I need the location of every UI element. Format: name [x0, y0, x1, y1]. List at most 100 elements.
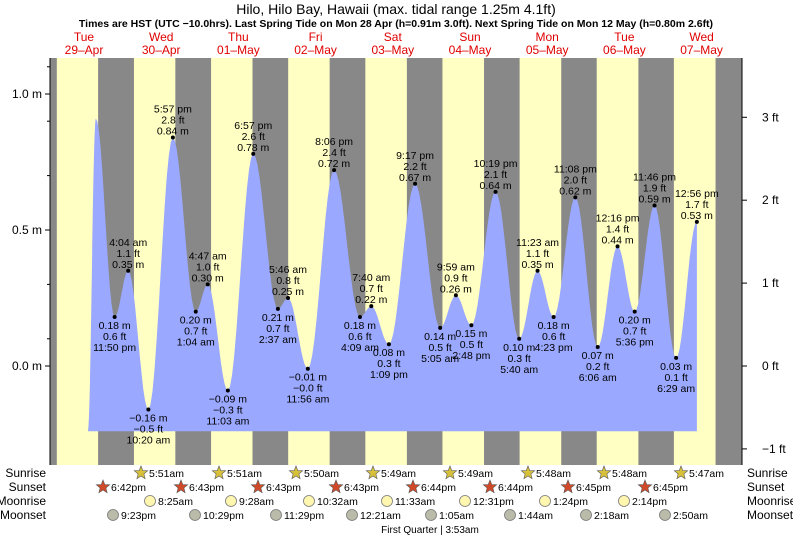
astro-label-right: Sunrise	[747, 466, 788, 480]
high-metres: 0.30 m	[192, 272, 224, 284]
astro-label-left: Moonrise	[0, 494, 46, 508]
high-metres: 0.78 m	[237, 142, 269, 154]
extremum-marker	[369, 304, 374, 309]
sunrise-icon	[673, 465, 689, 480]
extremum-marker	[517, 336, 522, 341]
high-time: 9:59 am	[437, 261, 475, 273]
right-tick-label: 3 ft	[762, 110, 779, 124]
high-metres: 0.64 m	[479, 180, 511, 192]
sunrise-icon	[211, 465, 227, 480]
low-time: 2:48 pm	[452, 350, 490, 362]
high-feet: 0.9 ft	[444, 272, 467, 284]
day-name: Wed	[689, 30, 713, 44]
sunrise-icon	[288, 465, 304, 480]
sunset-icon	[405, 479, 421, 494]
low-feet: −0.3 ft	[213, 404, 243, 416]
chart-title: Hilo, Hilo Bay, Hawaii (max. tidal range…	[236, 1, 556, 17]
low-metres: 0.14 m	[424, 331, 456, 343]
day-name: Wed	[149, 30, 173, 44]
high-feet: 1.7 ft	[685, 199, 708, 211]
extremum-marker	[205, 282, 210, 287]
high-metres: 0.25 m	[272, 286, 304, 298]
low-metres: 0.20 m	[180, 315, 212, 327]
right-tick-label: 1 ft	[762, 276, 779, 290]
sunrise-time: 5:51am	[227, 468, 262, 480]
high-feet: 2.8 ft	[161, 115, 184, 127]
extremum-marker	[251, 151, 256, 156]
high-metres: 0.72 m	[318, 158, 350, 170]
tide-fill	[87, 118, 697, 432]
sunrise-time: 5:48am	[536, 468, 571, 480]
high-metres: 0.35 m	[112, 259, 144, 271]
left-tick-label: 1.0 m	[12, 87, 42, 101]
high-time: 5:46 am	[269, 264, 307, 276]
low-feet: 0.7 ft	[623, 326, 646, 338]
low-metres: 0.18 m	[538, 320, 570, 332]
moonset-icon	[346, 509, 358, 521]
extremum-marker	[453, 293, 458, 298]
high-time: 12:56 pm	[675, 188, 719, 200]
day-name: Mon	[536, 30, 559, 44]
day-date: 30–Apr	[142, 43, 181, 57]
extremum-marker	[652, 203, 657, 208]
moonset-icon	[189, 509, 201, 521]
sunrise-time: 5:49am	[458, 468, 493, 480]
moonrise-icon	[618, 495, 630, 507]
high-time: 11:23 am	[516, 237, 559, 249]
sunrise-time: 5:51am	[149, 468, 184, 480]
moonset-time: 11:29pm	[284, 510, 324, 522]
high-metres: 0.62 m	[559, 185, 591, 197]
high-time: 4:47 am	[189, 250, 227, 262]
high-metres: 0.22 m	[355, 294, 387, 306]
day-name: Tue	[614, 30, 635, 44]
high-feet: 1.1 ft	[117, 248, 140, 260]
high-metres: 0.44 m	[602, 234, 634, 246]
sunset-time: 6:45pm	[653, 482, 688, 494]
extremum-marker	[551, 315, 556, 320]
low-feet: 0.1 ft	[664, 372, 687, 384]
moonrise-time: 8:25am	[158, 496, 193, 508]
moonset-icon	[504, 509, 516, 521]
sunrise-icon	[442, 465, 458, 480]
low-feet: 0.3 ft	[377, 358, 400, 370]
right-tick-label: −1 ft	[762, 442, 786, 456]
high-metres: 0.67 m	[399, 172, 431, 184]
high-metres: 0.26 m	[440, 283, 472, 295]
low-feet: 0.6 ft	[348, 331, 371, 343]
low-metres: 0.18 m	[344, 320, 376, 332]
sunrise-time: 5:49am	[381, 468, 416, 480]
sunset-icon	[173, 479, 189, 494]
low-time: 4:09 am	[341, 342, 379, 354]
extremum-marker	[413, 181, 418, 186]
moon-phase-label: First Quarter | 3:53am	[381, 525, 479, 536]
astro-label-right: Moonrise	[747, 494, 793, 508]
sunset-time: 6:45pm	[576, 482, 611, 494]
right-tick-label: 0 ft	[762, 359, 779, 373]
astro-label-right: Moonset	[747, 508, 793, 522]
sunset-icon	[637, 479, 653, 494]
day-date: 06–May	[603, 43, 646, 57]
low-feet: 0.3 ft	[507, 353, 530, 365]
extremum-marker	[193, 309, 198, 314]
low-time: 5:05 am	[421, 353, 459, 365]
left-tick-label: 0.5 m	[12, 223, 42, 237]
day-name: Sun	[459, 30, 480, 44]
low-time: 10:20 am	[126, 435, 170, 447]
left-tick-label: 0.0 m	[12, 359, 42, 373]
astro-label-right: Sunset	[747, 480, 785, 494]
moonset-time: 1:44am	[518, 510, 553, 522]
extremum-marker	[595, 344, 600, 349]
low-feet: 0.5 ft	[428, 342, 451, 354]
sunrise-icon	[365, 465, 381, 480]
high-metres: 0.53 m	[681, 210, 713, 222]
extremum-marker	[632, 309, 637, 314]
low-feet: 0.7 ft	[184, 326, 207, 338]
moonset-time: 10:29pm	[203, 510, 244, 522]
high-time: 11:08 pm	[554, 163, 597, 175]
sunrise-time: 5:48am	[612, 468, 647, 480]
high-time: 10:19 pm	[474, 158, 518, 170]
astro-label-left: Sunrise	[5, 466, 46, 480]
low-metres: 0.10 m	[503, 342, 535, 354]
moonrise-icon	[459, 495, 471, 507]
